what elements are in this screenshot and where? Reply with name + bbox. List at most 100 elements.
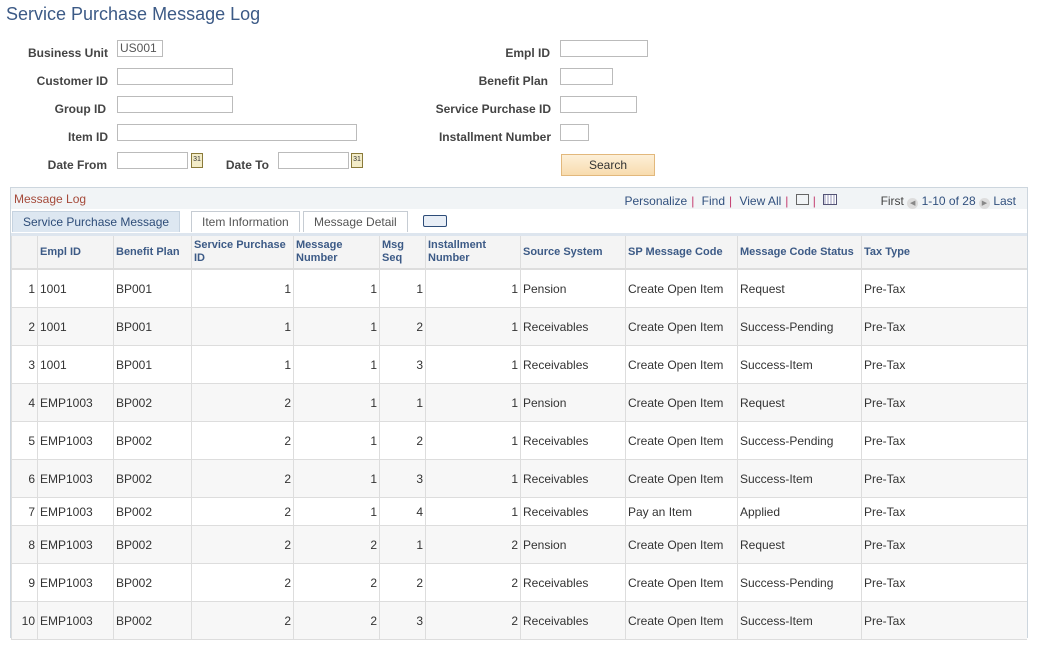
table-row: 8 EMP1003 BP002 2 2 1 2 Pension Create Open Item… — [11, 525, 1027, 564]
table-cell: 2 — [191, 601, 294, 640]
table-cell: 2 — [379, 563, 426, 602]
table-cell: 1 — [293, 345, 380, 384]
download-grid-icon[interactable] — [823, 194, 838, 205]
table-cell: 6 — [11, 459, 38, 498]
table-cell: 2 — [293, 563, 380, 602]
table-row: 1 1001 BP001 1 1 1 1 Pension Create Open Item Req… — [11, 269, 1027, 308]
table-cell: 2 — [11, 307, 38, 346]
table-cell: Receivables — [520, 307, 626, 346]
table-row: 10 EMP1003 BP002 2 2 3 2 Receivables Create Open… — [11, 601, 1027, 640]
empl-id-input[interactable] — [560, 40, 648, 57]
benefit-plan-input[interactable] — [560, 68, 613, 85]
table-cell: Pension — [520, 525, 626, 564]
customer-id-input[interactable] — [117, 68, 233, 85]
item-id-label: Item ID — [67, 130, 108, 144]
column-header[interactable]: Tax Type — [861, 236, 1027, 270]
table-cell: 4 — [379, 497, 426, 526]
page-title: Service Purchase Message Log — [6, 4, 261, 24]
table-cell: 2 — [191, 459, 294, 498]
table-cell: 1 — [191, 269, 294, 308]
table-cell: BP002 — [113, 383, 192, 422]
table-cell: Pre-Tax — [861, 601, 1027, 640]
table-cell: Receivables — [520, 601, 626, 640]
table-cell: 2 — [191, 525, 294, 564]
item-id-input[interactable] — [117, 124, 357, 141]
table-cell: BP002 — [113, 563, 192, 602]
table-cell: 1 — [11, 269, 38, 308]
table-cell: 1 — [379, 525, 426, 564]
column-header[interactable]: SP Message Code — [625, 236, 738, 270]
table-cell: BP002 — [113, 459, 192, 498]
last-link[interactable]: Last — [993, 194, 1016, 208]
table-row: 5 EMP1003 BP002 2 1 2 1 Receivables Create Open … — [11, 421, 1027, 460]
table-cell: Success-Item — [737, 601, 862, 640]
table-row: 3 1001 BP001 1 1 3 1 Receivables Create Open Ite… — [11, 345, 1027, 384]
installment-number-label: Installment Number — [438, 130, 551, 144]
table-cell: Create Open Item — [625, 307, 738, 346]
service-purchase-id-input[interactable] — [560, 96, 637, 113]
table-cell: 3 — [379, 459, 426, 498]
first-link[interactable]: First — [880, 194, 904, 208]
previous-icon[interactable]: ◀ — [907, 198, 919, 209]
table-cell: 2 — [191, 421, 294, 460]
column-header[interactable]: Benefit Plan — [113, 236, 192, 270]
customer-id-label: Customer ID — [36, 74, 108, 88]
column-header[interactable]: Message Code Status — [737, 236, 862, 270]
column-header[interactable]: Installment Number — [425, 236, 521, 270]
column-header[interactable] — [11, 236, 38, 270]
calendar-icon[interactable]: 31 — [351, 153, 363, 168]
business-unit-input[interactable]: US001 — [117, 40, 163, 57]
personalize-link[interactable]: Personalize — [624, 194, 688, 208]
table-cell: 1 — [425, 459, 521, 498]
tab-message-detail[interactable]: Message Detail — [303, 211, 408, 232]
table-cell: BP001 — [113, 269, 192, 308]
search-button[interactable]: Search — [561, 154, 655, 176]
table-cell: EMP1003 — [37, 497, 114, 526]
calendar-icon[interactable]: 31 — [191, 153, 203, 168]
table-cell: Applied — [737, 497, 862, 526]
table-cell: 2 — [293, 525, 380, 564]
table-cell: 2 — [293, 601, 380, 640]
table-cell: Pre-Tax — [861, 421, 1027, 460]
tab-item-information[interactable]: Item Information — [191, 211, 300, 232]
table-cell: EMP1003 — [37, 421, 114, 460]
table-cell: 5 — [11, 421, 38, 460]
table-cell: Create Open Item — [625, 421, 738, 460]
tab-service-purchase-message[interactable]: Service Purchase Message — [12, 211, 181, 232]
table-cell: 1 — [379, 269, 426, 308]
find-link[interactable]: Find — [701, 194, 725, 208]
table-cell: 1 — [425, 269, 521, 308]
table-row: 2 1001 BP001 1 1 2 1 Receivables Create Open Ite… — [11, 307, 1027, 346]
date-from-input[interactable] — [117, 152, 188, 169]
next-icon[interactable]: ▶ — [978, 198, 990, 209]
group-id-input[interactable] — [117, 96, 233, 113]
table-cell: Pre-Tax — [861, 345, 1027, 384]
date-from-label: Date From — [47, 158, 107, 172]
table-cell: Pre-Tax — [861, 307, 1027, 346]
table-cell: EMP1003 — [37, 459, 114, 498]
table-cell: 3 — [379, 601, 426, 640]
column-header[interactable]: Msg Seq — [379, 236, 426, 270]
table-cell: Create Open Item — [625, 459, 738, 498]
column-header[interactable]: Service Purchase ID — [191, 236, 294, 270]
column-header[interactable]: Empl ID — [37, 236, 114, 270]
table-row: 9 EMP1003 BP002 2 2 2 2 Receivables Create Open … — [11, 563, 1027, 602]
table-cell: Receivables — [520, 421, 626, 460]
table-cell: 2 — [425, 525, 521, 564]
view-all-link[interactable]: View All — [739, 194, 782, 208]
table-cell: 1 — [379, 383, 426, 422]
table-cell: 1 — [191, 307, 294, 346]
table-cell: Receivables — [520, 497, 626, 526]
column-header[interactable]: Message Number — [293, 236, 380, 270]
installment-number-input[interactable] — [560, 124, 589, 141]
business-unit-label: Business Unit — [27, 46, 108, 60]
table-cell: Create Open Item — [625, 269, 738, 308]
date-to-input[interactable] — [278, 152, 349, 169]
column-header[interactable]: Source System — [520, 236, 626, 270]
new-window-icon[interactable] — [795, 194, 809, 205]
show-all-columns-icon[interactable] — [423, 215, 447, 227]
table-cell: Pension — [520, 383, 626, 422]
table-cell: 1 — [425, 383, 521, 422]
table-cell: 7 — [11, 497, 38, 526]
table-cell: Pre-Tax — [861, 497, 1027, 526]
